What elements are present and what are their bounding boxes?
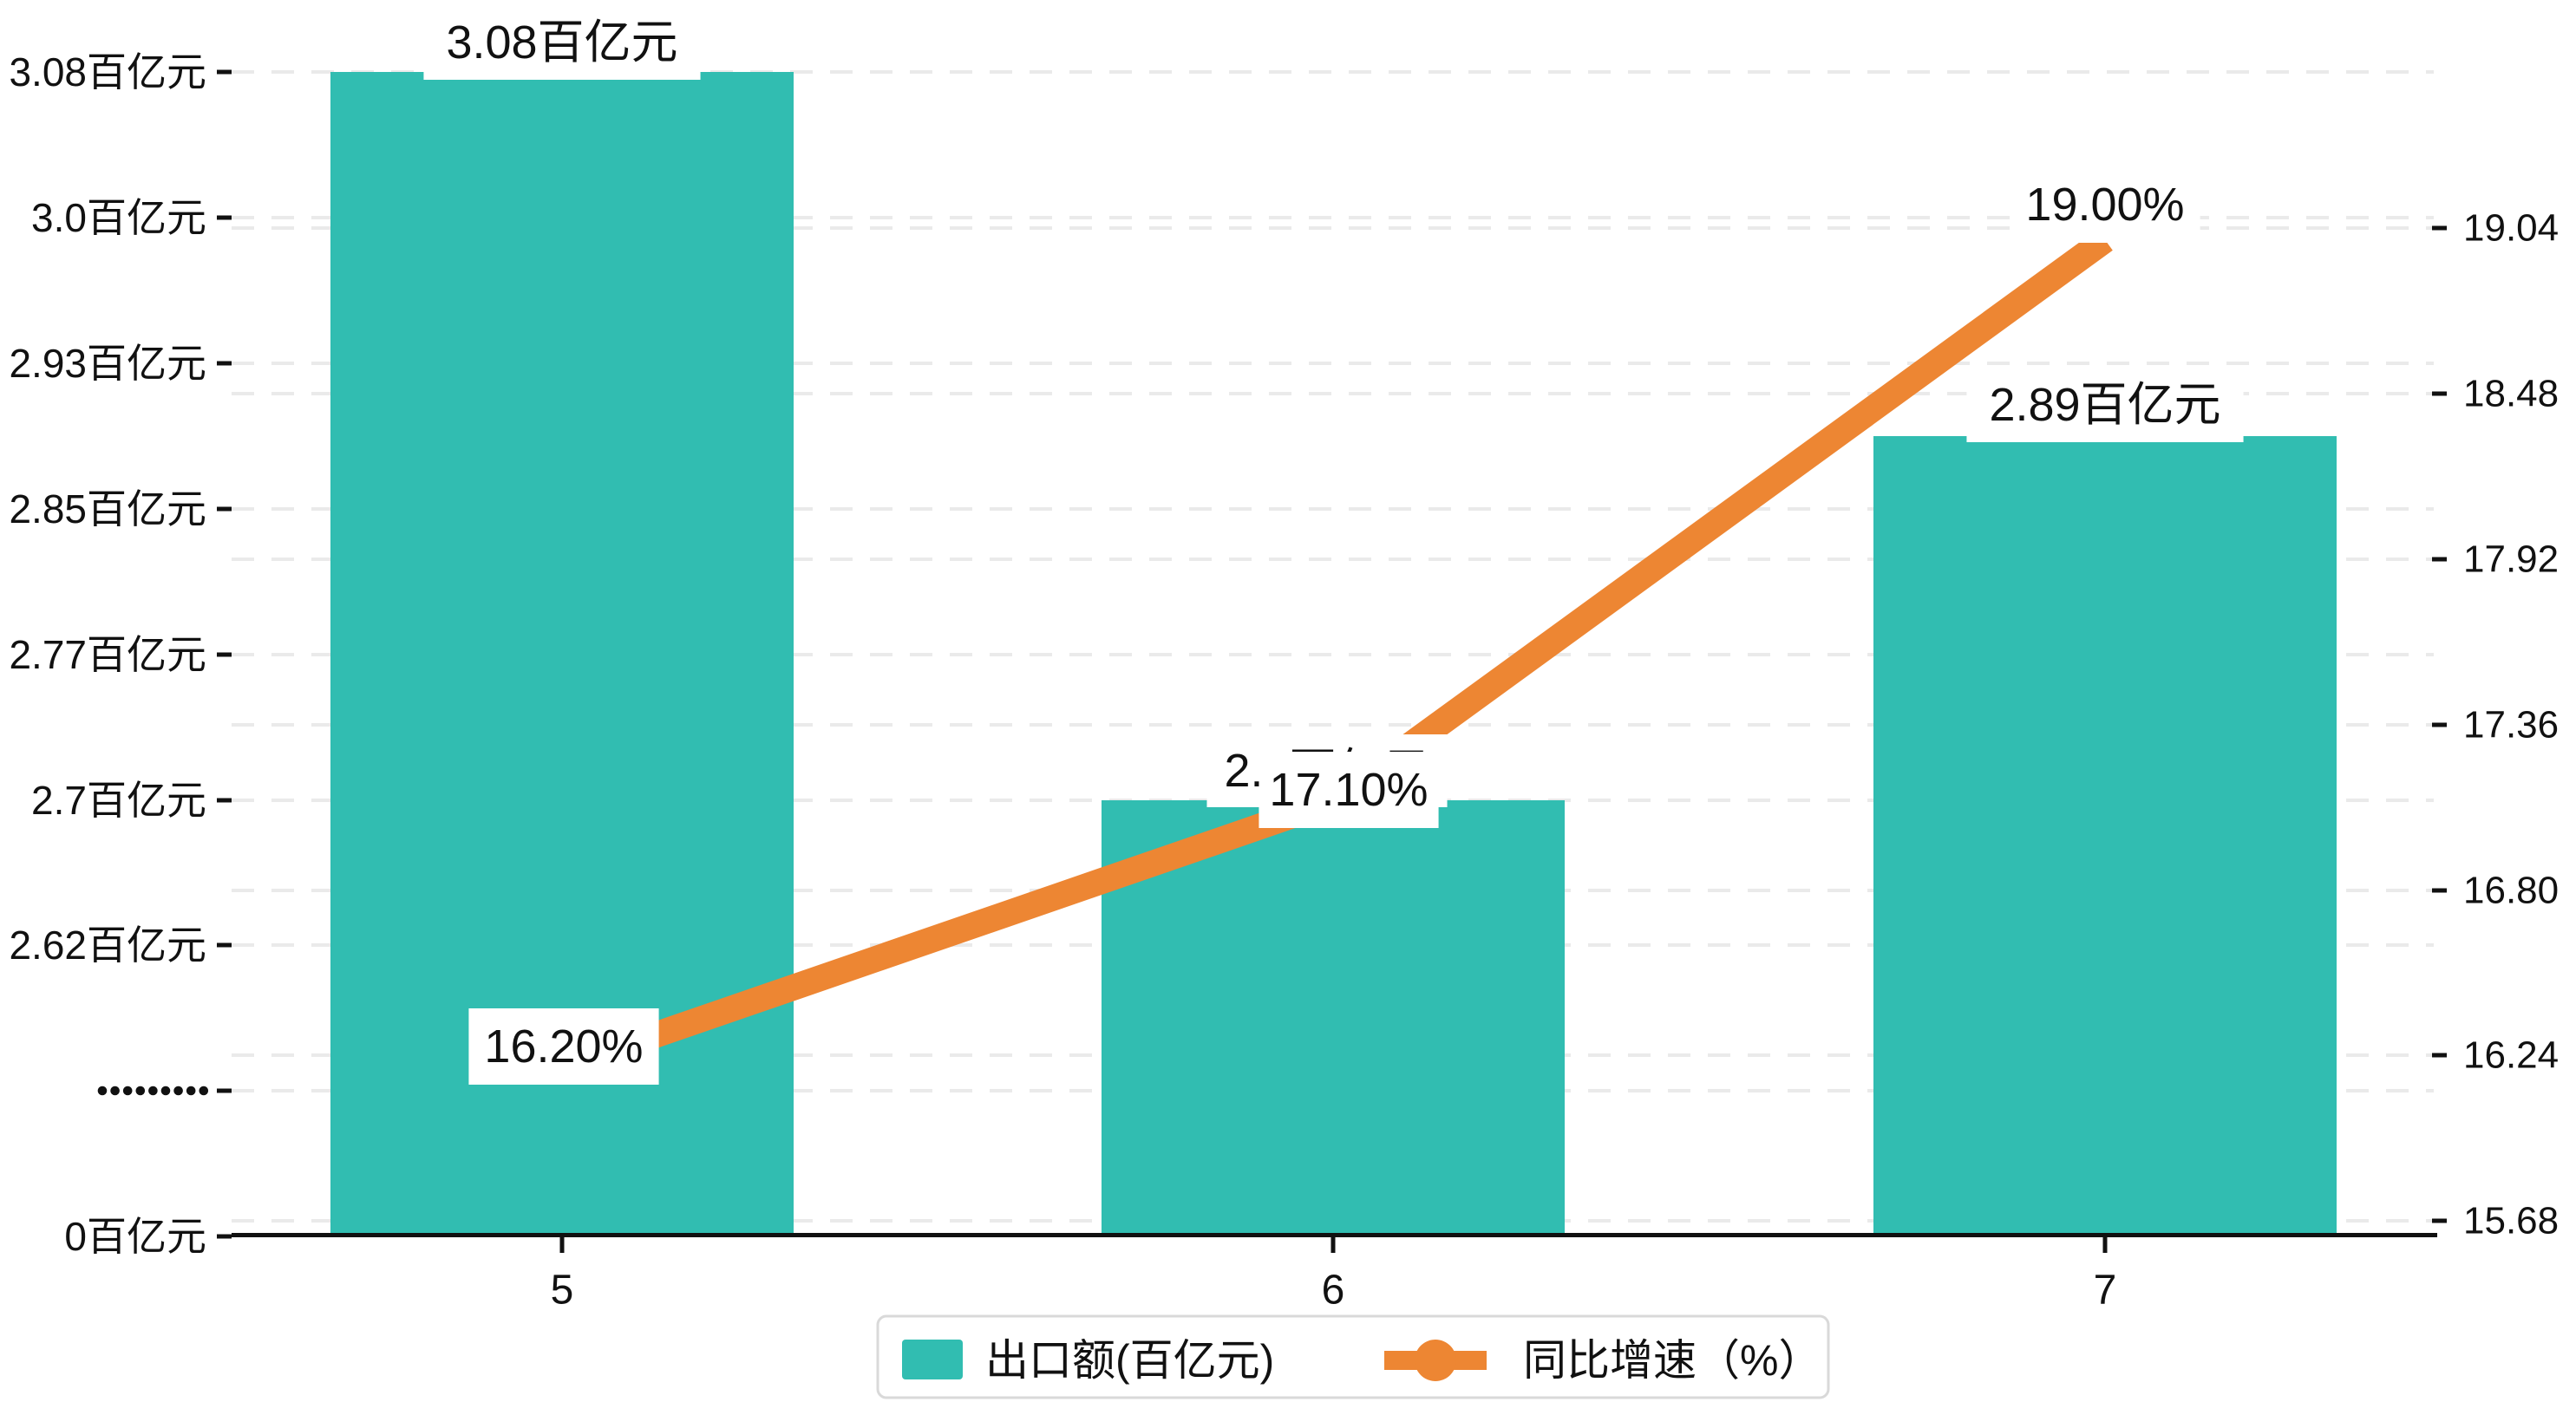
left-axis-tick-label: 2.62百亿元 [9, 923, 206, 968]
line-label-1: 16.20% [468, 1008, 659, 1085]
bar-7 [1873, 435, 2337, 1236]
left-axis-tick-label: 0百亿元 [64, 1214, 206, 1259]
axes: 3.08百亿元 3.0百亿元 2.93百亿元 2.85百亿元 2.77百亿元 2.7百亿元… [9, 49, 2559, 1314]
left-tick-mark [217, 652, 232, 657]
right-tick-mark [2432, 557, 2447, 562]
left-axis-tick-label: 2.85百亿元 [9, 486, 206, 531]
bar-label-3-text: 2.89百亿元 [1989, 379, 2220, 431]
left-tick-mark [217, 506, 232, 512]
legend-bar-swatch-icon [902, 1340, 963, 1379]
right-axis-tick-label: 16.80 [2463, 870, 2559, 912]
x-axis-tick-label: 6 [1322, 1268, 1345, 1314]
right-axis-tick-label: 18.48 [2463, 373, 2559, 415]
right-axis-tick-label: 17.36 [2463, 704, 2559, 747]
line-label-2: 17.10% [1259, 752, 1439, 828]
line-label-1-text: 16.20% [484, 1020, 643, 1073]
left-tick-mark [217, 215, 232, 220]
bar-label-1: 3.08百亿元 [423, 5, 701, 80]
x-tick-mark [559, 1237, 565, 1253]
bar-6 [1102, 799, 1565, 1236]
line-label-3: 19.00% [2010, 166, 2200, 243]
legend-box [876, 1314, 1830, 1399]
bar-label-1-text: 3.08百亿元 [446, 16, 677, 68]
left-tick-mark [217, 942, 232, 948]
right-axis-tick-label: 16.24 [2463, 1034, 2559, 1077]
legend-item-export-label: 出口额(百亿元) [985, 1336, 1274, 1385]
axis-break-dot [186, 1086, 196, 1096]
axis-break-dot [110, 1086, 120, 1096]
axis-break-dot [173, 1086, 183, 1096]
right-axis-tick-label: 17.92 [2463, 538, 2559, 581]
right-tick-mark [2432, 1218, 2447, 1223]
right-tick-mark [2432, 391, 2447, 396]
line-label-2-text: 17.10% [1269, 764, 1428, 816]
right-axis-tick-label: 15.68 [2463, 1200, 2559, 1242]
legend-item-growth-label: 同比增速（%） [1523, 1336, 1821, 1385]
legend-item-export[interactable]: 出口额(百亿元) [902, 1336, 1274, 1385]
left-axis-tick-label: 2.77百亿元 [9, 632, 206, 677]
line-label-3-bg [2010, 166, 2200, 243]
left-axis-tick-label: 3.08百亿元 [9, 49, 206, 95]
line-label-2-bg [1259, 752, 1439, 828]
x-axis-tick-label: 7 [2094, 1268, 2117, 1314]
legend-item-growth[interactable]: 同比增速（%） [1384, 1336, 1821, 1385]
left-tick-mark [217, 361, 232, 366]
right-tick-mark [2432, 888, 2447, 893]
axis-break-dot [135, 1086, 146, 1096]
right-tick-mark [2432, 1053, 2447, 1058]
left-tick-mark [217, 1088, 232, 1093]
axis-break-dot [160, 1086, 171, 1096]
left-tick-mark [217, 798, 232, 803]
x-axis-line [232, 1233, 2437, 1237]
bar-series [330, 72, 2337, 1236]
bar-label-1-bg [423, 5, 701, 80]
left-tick-mark [217, 1234, 232, 1239]
x-tick-mark [2102, 1237, 2108, 1253]
axis-break-dot [199, 1086, 209, 1096]
left-axis-tick-label: 2.93百亿元 [9, 341, 206, 386]
legend: 出口额(百亿元) 同比增速（%） [876, 1314, 1830, 1399]
line-label-3-text: 19.00% [2025, 179, 2184, 231]
axis-break-dot [148, 1086, 158, 1096]
left-tick-mark [217, 69, 232, 75]
x-tick-mark [1330, 1237, 1336, 1253]
axis-break-dot [122, 1086, 133, 1096]
bar-label-3-bg [1966, 368, 2244, 442]
right-axis-tick-label: 19.04 [2463, 207, 2559, 250]
line-label-1-bg [468, 1008, 659, 1085]
bar-label-3: 2.89百亿元 [1966, 368, 2244, 442]
right-tick-mark [2432, 722, 2447, 727]
left-axis-tick-label: 2.7百亿元 [31, 778, 206, 823]
axis-break-dot [97, 1086, 108, 1096]
left-axis-tick-label: 3.0百亿元 [31, 195, 206, 240]
legend-line-dot-icon [1415, 1340, 1456, 1381]
right-tick-mark [2432, 225, 2447, 231]
x-axis-tick-label: 5 [551, 1268, 574, 1314]
